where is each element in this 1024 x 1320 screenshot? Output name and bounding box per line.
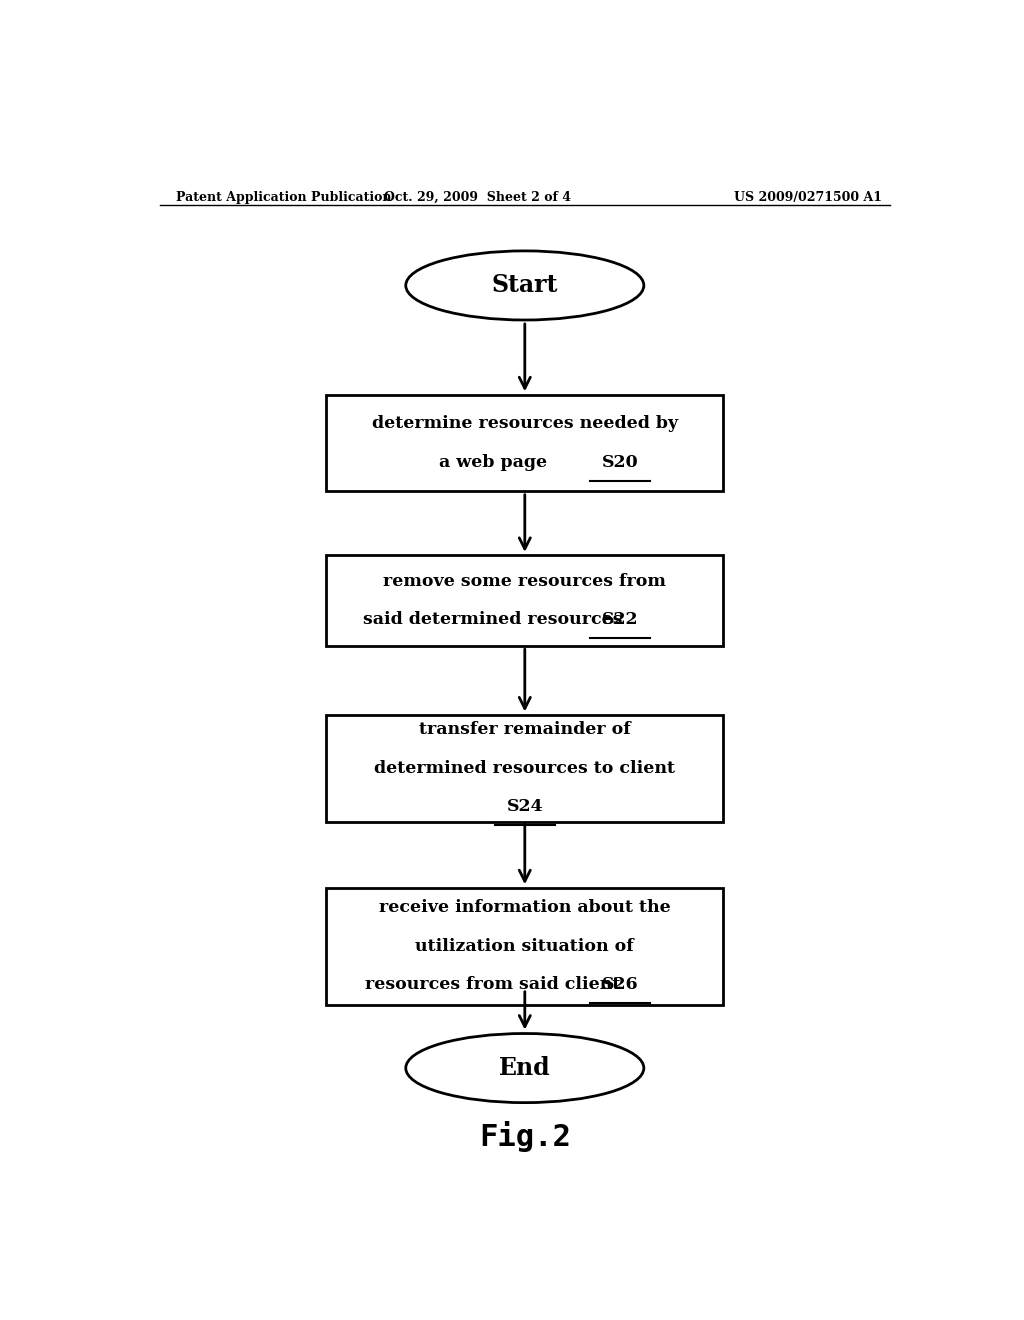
Text: End: End bbox=[499, 1056, 551, 1080]
Text: resources from said client: resources from said client bbox=[366, 977, 621, 993]
Ellipse shape bbox=[406, 251, 644, 319]
Text: Fig.2: Fig.2 bbox=[479, 1121, 570, 1151]
Text: S22: S22 bbox=[602, 611, 638, 628]
Text: S20: S20 bbox=[602, 454, 638, 471]
FancyBboxPatch shape bbox=[327, 554, 723, 647]
Text: Oct. 29, 2009  Sheet 2 of 4: Oct. 29, 2009 Sheet 2 of 4 bbox=[384, 190, 570, 203]
Text: a web page: a web page bbox=[439, 454, 547, 471]
Text: Start: Start bbox=[492, 273, 558, 297]
Text: remove some resources from: remove some resources from bbox=[383, 573, 667, 590]
FancyBboxPatch shape bbox=[327, 715, 723, 821]
FancyBboxPatch shape bbox=[327, 887, 723, 1005]
Text: US 2009/0271500 A1: US 2009/0271500 A1 bbox=[734, 190, 882, 203]
Text: S24: S24 bbox=[507, 799, 543, 816]
Text: determine resources needed by: determine resources needed by bbox=[372, 416, 678, 432]
Text: Patent Application Publication: Patent Application Publication bbox=[176, 190, 391, 203]
Text: said determined resources: said determined resources bbox=[364, 611, 623, 628]
Ellipse shape bbox=[406, 1034, 644, 1102]
Text: transfer remainder of: transfer remainder of bbox=[419, 721, 631, 738]
Text: receive information about the: receive information about the bbox=[379, 899, 671, 916]
Text: determined resources to client: determined resources to client bbox=[375, 760, 675, 776]
Text: S26: S26 bbox=[602, 977, 638, 993]
FancyBboxPatch shape bbox=[327, 395, 723, 491]
Text: utilization situation of: utilization situation of bbox=[416, 937, 634, 954]
